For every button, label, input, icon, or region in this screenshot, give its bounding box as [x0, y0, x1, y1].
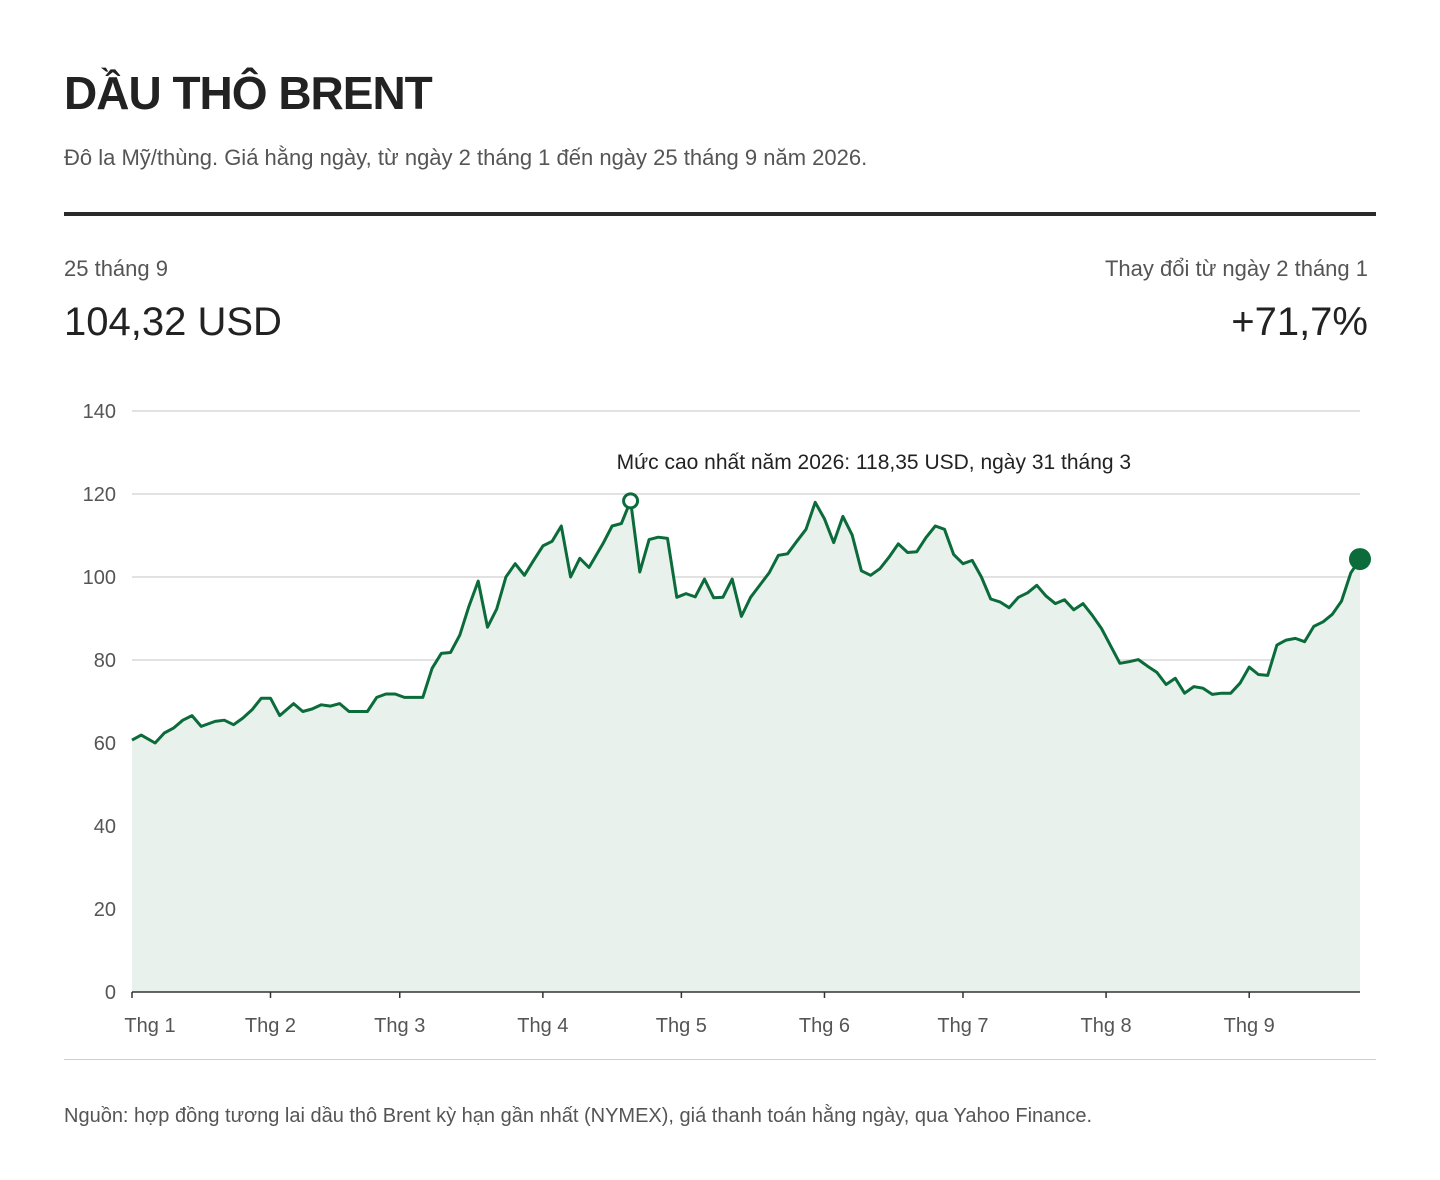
price-line — [131, 499, 1362, 745]
bottom-divider — [64, 1059, 1376, 1060]
chart-subtitle: Đô la Mỹ/thùng. Giá hằng ngày, từ ngày 2… — [64, 145, 868, 170]
x-tick-label: Thg 8 — [1081, 1015, 1132, 1037]
x-tick-label: Thg 3 — [374, 1015, 425, 1037]
x-tick-label: Thg 9 — [1224, 1015, 1275, 1037]
change-label: Thay đổi từ ngày 2 tháng 1 — [1104, 256, 1368, 281]
x-tick-label: Thg 2 — [245, 1015, 296, 1037]
x-axis: Thg 1 Thg 2 Thg 3 Thg 4 Thg 5 Thg 6 Thg 7 Thg 8… — [124, 992, 1275, 1037]
y-tick-label: 40 — [94, 816, 116, 838]
y-tick-label: 80 — [94, 650, 116, 672]
x-tick-label: Thg 7 — [937, 1015, 988, 1037]
y-tick-label: 100 — [83, 567, 116, 589]
y-axis: 0 20 40 60 80 100 120 140 — [83, 401, 116, 1004]
top-divider — [64, 212, 1376, 216]
x-tick-label: Thg 5 — [656, 1015, 707, 1037]
y-tick-label: 0 — [105, 982, 116, 1004]
change-value: +71,7% — [1231, 300, 1368, 344]
x-tick-label: Thg 4 — [517, 1015, 568, 1037]
y-tick-label: 140 — [83, 401, 116, 423]
source-note: Nguồn: hợp đồng tương lai dầu thô Brent … — [64, 1105, 1093, 1127]
x-tick-label: Thg 1 — [124, 1015, 175, 1037]
x-tick-label: Thg 6 — [799, 1015, 850, 1037]
y-tick-label: 60 — [94, 733, 116, 755]
y-tick-label: 20 — [94, 899, 116, 921]
price-area-fill — [132, 500, 1360, 992]
peak-marker — [622, 492, 640, 510]
latest-date-label: 25 tháng 9 — [64, 256, 168, 281]
latest-price-marker — [1349, 548, 1371, 571]
chart-title: DẦU THÔ BRENT — [64, 67, 433, 119]
y-tick-label: 120 — [83, 484, 116, 506]
latest-price-value: 104,32 USD — [64, 300, 282, 344]
peak-annotation: Mức cao nhất năm 2026: 118,35 USD, ngày … — [617, 451, 1131, 474]
